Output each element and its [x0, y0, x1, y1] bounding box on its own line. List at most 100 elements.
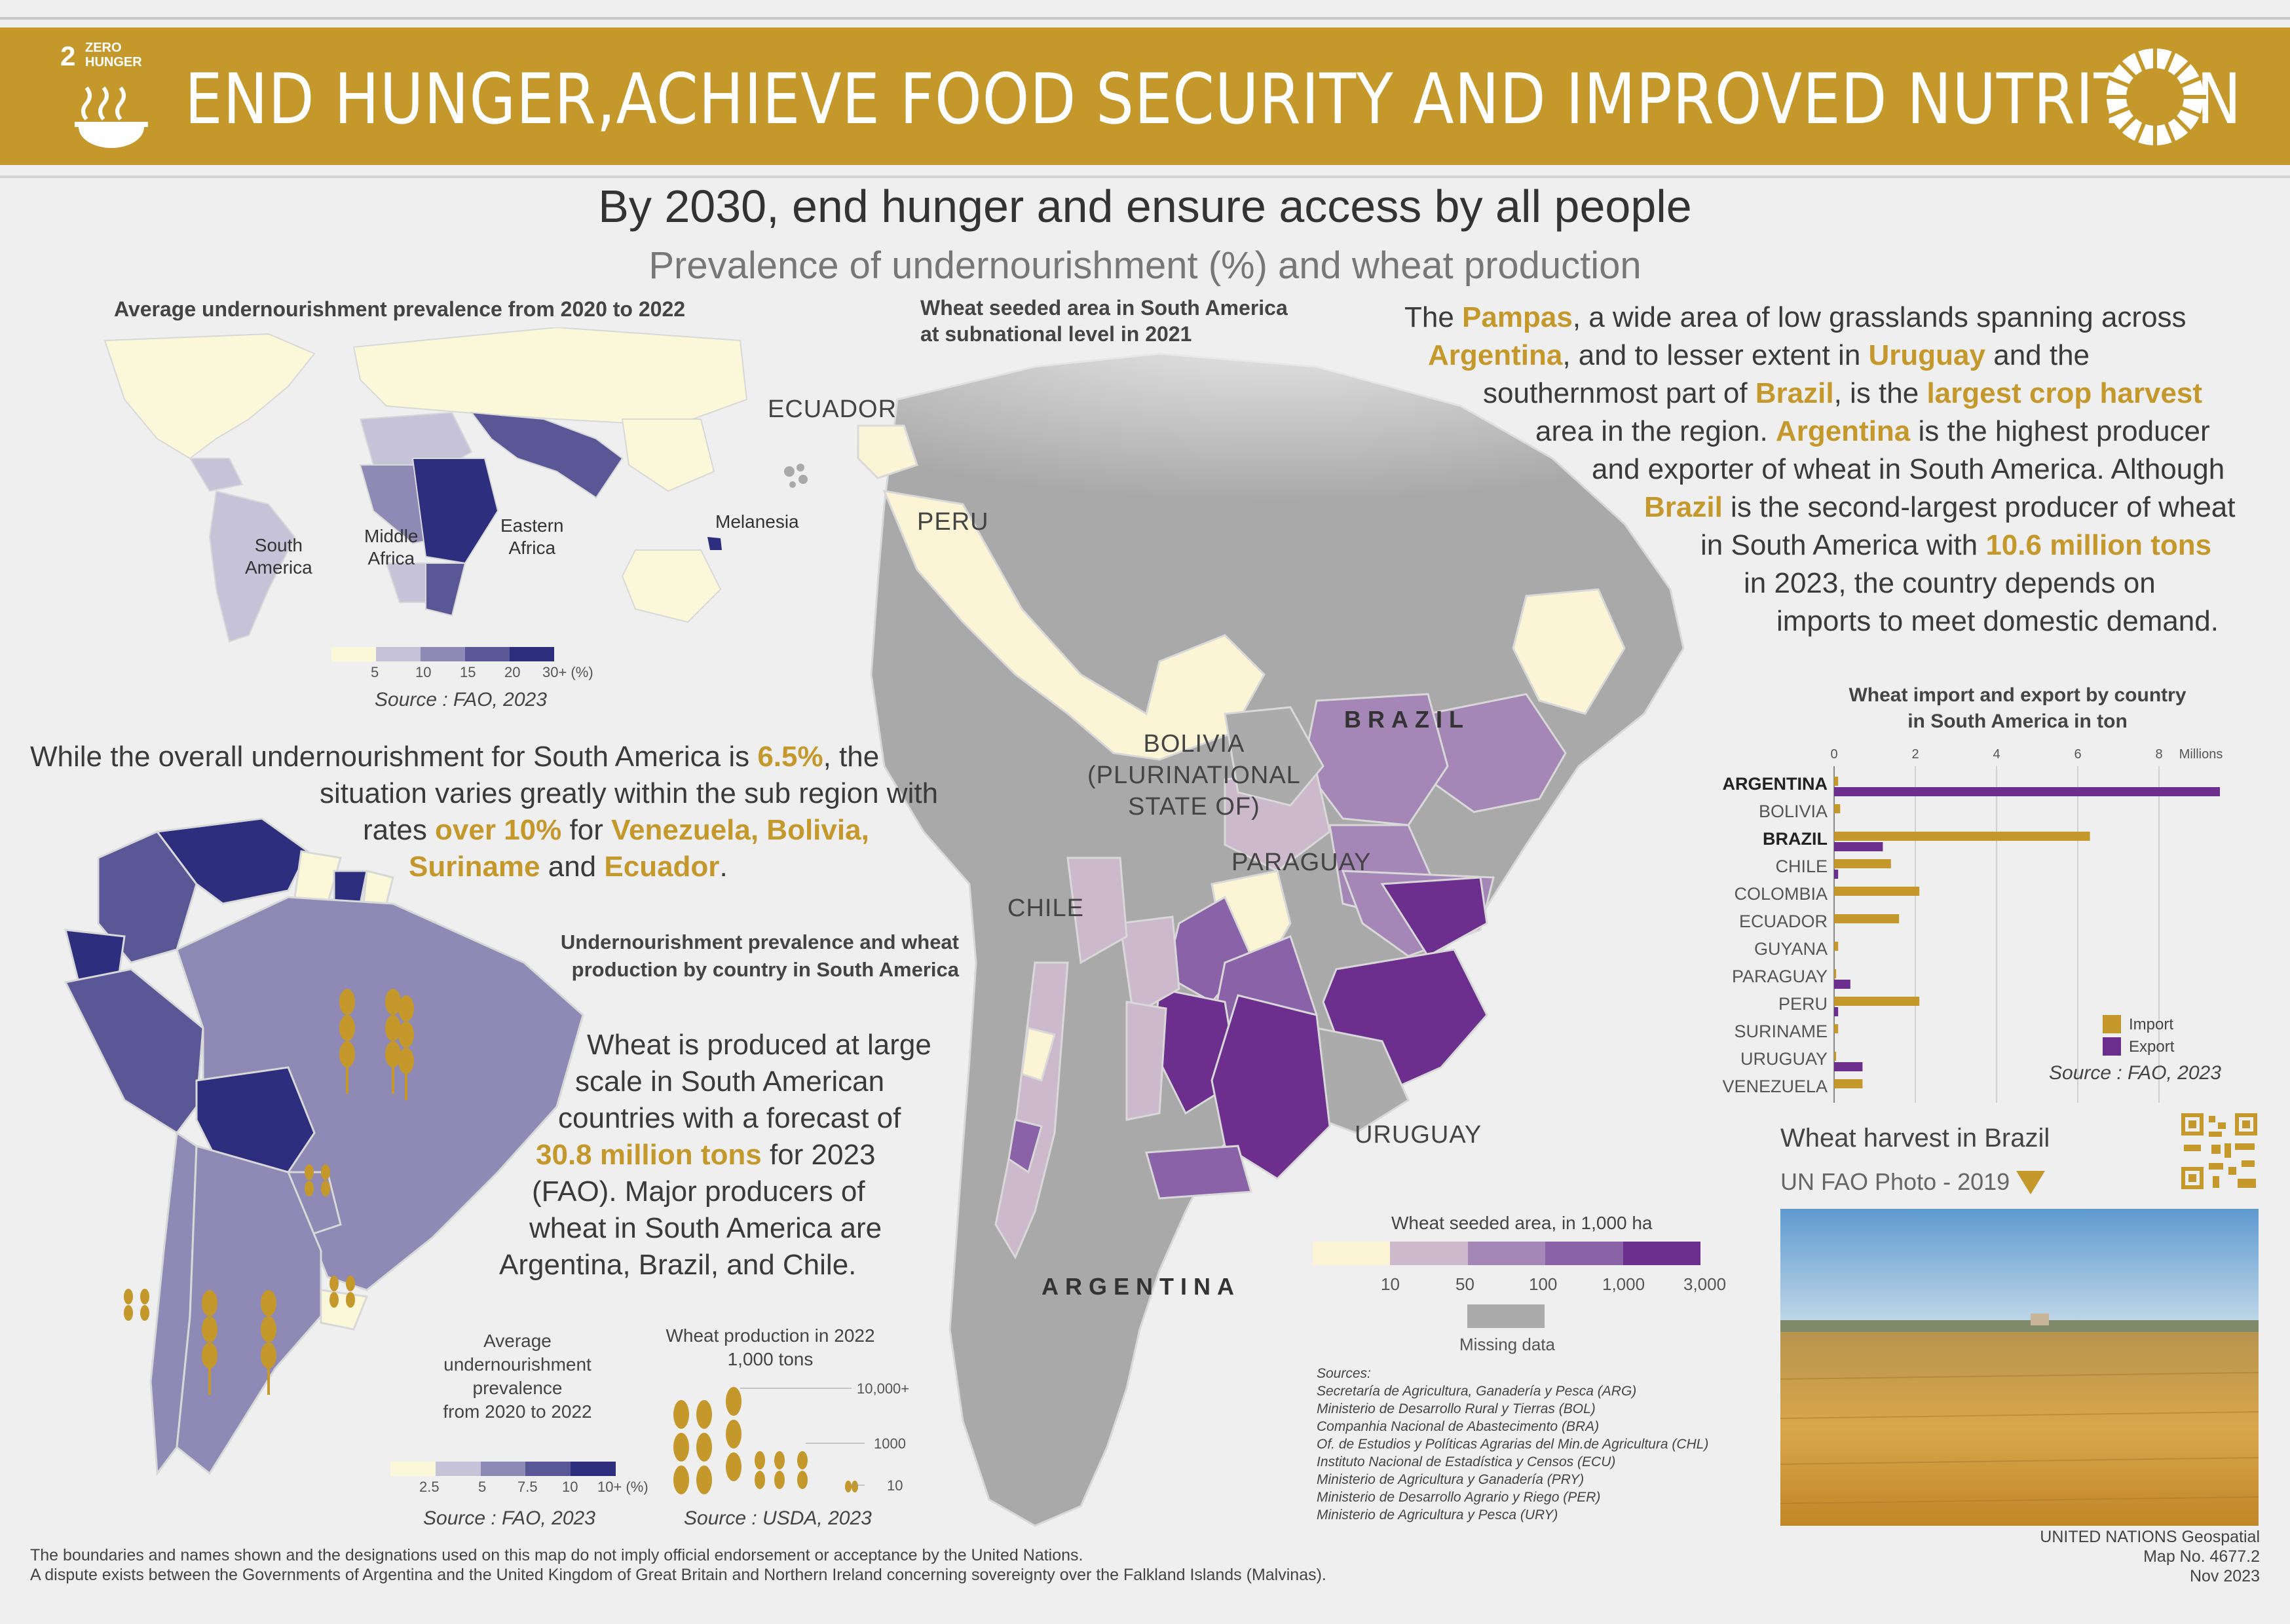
para1-line2: situation varies greatly within the sub …	[320, 777, 939, 809]
sa-legend-swatch	[571, 1462, 616, 1476]
text-span: , is the	[1833, 377, 1927, 409]
text-span: for 2023	[761, 1139, 876, 1171]
chart-category-label: SURINAME	[1734, 1022, 1828, 1041]
photo-title: Wheat harvest in Brazil	[1780, 1124, 2050, 1153]
text-span: The	[1404, 301, 1463, 333]
text-span: for	[561, 814, 612, 846]
para3-line4: area in the region. Argentina is the hig…	[1362, 413, 2266, 451]
missing-data-label: Missing data	[1459, 1335, 1555, 1354]
para3-line5: and exporter of wheat in South America. …	[1592, 453, 2225, 485]
text-span: While the overall undernourishment for S…	[30, 741, 758, 773]
chart-category-label: COLOMBIA	[1734, 884, 1828, 904]
chart-tick-label: 8	[2155, 747, 2162, 762]
source-line: Ministerio de Desarrollo Agrario y Riego…	[1317, 1490, 1601, 1505]
world-tick: 30+ (%)	[542, 664, 593, 680]
label-argentina: ARGENTINA	[1042, 1273, 1241, 1300]
chart-legend-swatch	[2103, 1015, 2121, 1033]
label-chile: CHILE	[1007, 895, 1084, 922]
title-banner	[0, 28, 2290, 165]
world-tick: 5	[371, 664, 379, 680]
world-label-middle-africa: Middle Africa	[364, 526, 419, 568]
chart-bar-import	[1834, 777, 1839, 786]
wheat-tick-10: 10	[887, 1477, 903, 1494]
world-label-eastern-africa: Eastern Africa	[500, 515, 564, 558]
footer-org-name: UNITED NATIONS Geospatial	[2040, 1528, 2260, 1546]
para2-line: 30.8 million tons for 2023	[472, 1137, 943, 1173]
world-legend-swatch	[510, 647, 554, 661]
seeded-tick-5: 3,000	[1683, 1274, 1727, 1294]
chart-bar-import	[1834, 914, 1900, 923]
sa-tick: 10	[562, 1479, 578, 1495]
legend-swatch-1	[1313, 1242, 1391, 1265]
chart-bar-import	[1834, 942, 1839, 951]
chart-bar-export	[1834, 787, 2220, 796]
text-span: , the	[823, 741, 880, 773]
source-line: Ministerio de Agricultura y Pesca (URY)	[1317, 1507, 1558, 1522]
highlight-span: 10.6 million tons	[1985, 529, 2212, 561]
chart-bar-import	[1834, 969, 1837, 978]
photo-credit: UN FAO Photo - 2019	[1780, 1168, 2010, 1195]
label-brazil: BRAZIL	[1344, 706, 1470, 733]
legend-swatch-4	[1545, 1242, 1623, 1265]
chart-axis-unit: Millions	[2179, 747, 2223, 762]
banner-bottom-rule	[0, 175, 2290, 178]
chart-bar-import	[1834, 804, 1841, 813]
para1-line1: While the overall undernourishment for S…	[30, 739, 960, 775]
chart-bar-export	[1834, 1007, 1839, 1016]
wheat-size-legend	[673, 1387, 865, 1494]
wheat-tick-10000: 10,000+	[857, 1380, 910, 1397]
chart-category-label: GUYANA	[1754, 939, 1828, 959]
text-span: , and to lesser extent in	[1562, 339, 1869, 371]
chart-bar-export	[1834, 980, 1850, 989]
main-map-title-line1: Wheat seeded area in South America	[920, 296, 1288, 320]
wheat-harvest-photo	[1780, 1209, 2259, 1526]
missing-data-swatch	[1467, 1304, 1545, 1328]
text-span: in South America with	[1700, 529, 1986, 561]
sa-map-title-line1: Undernourishment prevalence and wheat	[560, 931, 959, 953]
legend-swatch-3	[1467, 1242, 1546, 1265]
sources-title: Sources:	[1317, 1366, 1371, 1381]
sa-legend-bar	[390, 1462, 616, 1476]
disclaimer-line1: The boundaries and names shown and the d…	[30, 1546, 1083, 1564]
sa-tick: 10+ (%)	[597, 1479, 648, 1495]
para3-line8: in 2023, the country depends on	[1744, 567, 2156, 599]
world-label-melanesia: Melanesia	[715, 511, 799, 532]
seeded-area-legend-bar	[1313, 1242, 1701, 1265]
highlight-span: Suriname	[409, 851, 540, 883]
para1-line3: rates over 10% for Venezuela, Bolivia,	[30, 812, 960, 849]
seeded-tick-1: 10	[1381, 1274, 1400, 1294]
para2-line: Argentina, Brazil, and Chile.	[499, 1249, 857, 1281]
sa-map-title-line2: production by country in South America	[571, 958, 959, 981]
sa-tick: 2.5	[419, 1479, 440, 1495]
label-bolivia: BOLIVIA (PLURINATIONAL STATE OF)	[1087, 730, 1301, 821]
trade-chart-title: Wheat import and export by country in So…	[1849, 684, 2187, 732]
text-span: , a wide area of low grasslands spanning…	[1572, 301, 2187, 333]
sa-legend-swatch	[435, 1462, 481, 1476]
wheat-small-icon	[124, 1289, 149, 1321]
text-span: rates	[363, 814, 436, 846]
para2-line: wheat in South America are	[529, 1212, 882, 1244]
text-span: and	[540, 851, 605, 883]
wheat-large-icon	[202, 1290, 276, 1395]
chart-category-label: PARAGUAY	[1732, 967, 1828, 986]
world-legend-swatch	[465, 647, 510, 661]
source-line: Ministerio de Agricultura y Ganadería (P…	[1317, 1472, 1585, 1487]
para3-line3: southernmost part of Brazil, is the larg…	[1362, 375, 2266, 413]
wheat-tick-1000: 1000	[874, 1435, 906, 1452]
world-legend-swatch	[331, 647, 376, 661]
label-peru: PERU	[917, 508, 989, 536]
chart-bar-import	[1834, 1079, 1863, 1088]
chart-legend-swatch	[2103, 1037, 2121, 1056]
text-span: is the second-largest producer of wheat	[1722, 491, 2236, 523]
food-bowl-icon	[75, 86, 148, 148]
world-tick: 10	[415, 664, 432, 680]
text-span: area in the region.	[1535, 415, 1776, 447]
world-legend-swatch	[376, 647, 421, 661]
sdg-wheel-icon	[2104, 46, 2206, 148]
sa-legend-swatch	[525, 1462, 571, 1476]
disclaimer-line2: A dispute exists between the Governments…	[30, 1566, 1326, 1584]
world-map-title: Average undernourishment prevalence from…	[114, 297, 686, 321]
world-undernourishment-map	[103, 327, 748, 643]
chart-category-label: CHILE	[1775, 857, 1828, 876]
qr-code-icon[interactable]	[2179, 1111, 2260, 1192]
